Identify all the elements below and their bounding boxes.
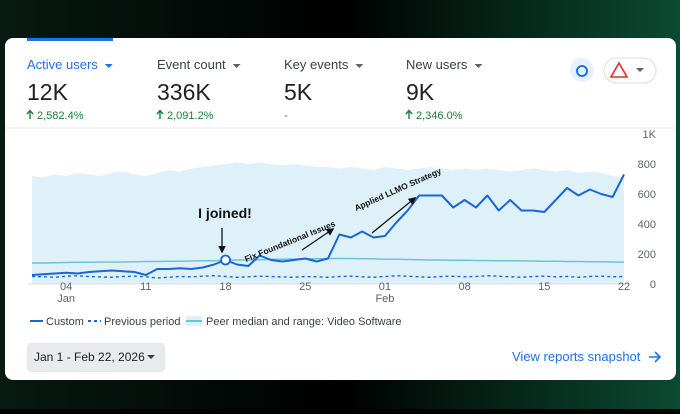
legend-label: Peer median and range: Video Software bbox=[206, 316, 401, 328]
alert-icon bbox=[609, 61, 629, 78]
link-arrow bbox=[649, 351, 662, 363]
custom-line bbox=[31, 174, 625, 276]
metric-value: 5K bbox=[284, 79, 313, 105]
metric-label[interactable]: Event count bbox=[157, 57, 226, 72]
metric-change: 2,091.2% bbox=[167, 110, 214, 122]
x-tick-label: 15 bbox=[538, 281, 550, 293]
y-tick-label: 800 bbox=[638, 159, 656, 171]
annotation: I joined! bbox=[198, 205, 252, 221]
peer-range bbox=[32, 162, 624, 284]
alert-button[interactable] bbox=[603, 57, 657, 84]
metric-change: 2,582.4% bbox=[37, 110, 84, 122]
x-month-label: Feb bbox=[375, 293, 394, 305]
metric-change: 2,346.0% bbox=[416, 110, 463, 122]
y-tick-label: 400 bbox=[638, 219, 656, 231]
metric-caret bbox=[232, 64, 241, 68]
previous-period-line bbox=[31, 275, 625, 279]
metric-value: 12K bbox=[27, 79, 69, 105]
date-range: Jan 1 - Feb 22, 2026 bbox=[34, 350, 145, 364]
x-tick-label: 11 bbox=[140, 281, 151, 293]
selected-tab-bar bbox=[27, 38, 113, 41]
date-caret bbox=[147, 355, 155, 359]
metric-label[interactable]: Active users bbox=[27, 57, 98, 72]
y-tick-label: 200 bbox=[638, 249, 656, 261]
metric-value: 9K bbox=[406, 79, 435, 105]
joined-marker bbox=[220, 254, 231, 266]
x-tick-label: 22 bbox=[618, 281, 630, 293]
reports-link[interactable]: View reports snapshot bbox=[512, 349, 641, 364]
legend-label: Previous period bbox=[104, 316, 180, 328]
date-range-button[interactable] bbox=[27, 343, 165, 372]
x-tick-label: 18 bbox=[219, 281, 231, 293]
up-arrow bbox=[405, 109, 413, 119]
insights-glyph bbox=[576, 65, 588, 77]
legend-label: Custom bbox=[46, 316, 84, 328]
insights-icon[interactable] bbox=[570, 58, 594, 82]
y-tick-label: 600 bbox=[638, 189, 656, 201]
x-month-label: Jan bbox=[57, 293, 75, 305]
annotation-arrow bbox=[371, 197, 417, 234]
x-tick-label: 04 bbox=[60, 281, 72, 293]
metric-label[interactable]: New users bbox=[406, 57, 468, 72]
x-tick-label: 08 bbox=[458, 281, 470, 293]
y-tick-label: 0 bbox=[650, 279, 656, 291]
metric-change: - bbox=[284, 110, 288, 122]
x-tick-label: 25 bbox=[299, 281, 311, 293]
metric-caret bbox=[104, 64, 113, 68]
x-tick-label: 01 bbox=[379, 281, 391, 293]
metric-caret bbox=[355, 64, 364, 68]
annotation-arrow bbox=[301, 228, 335, 251]
alert-caret bbox=[636, 68, 644, 72]
y-tick-label: 1K bbox=[643, 129, 657, 141]
up-arrow bbox=[156, 109, 164, 119]
metric-value: 336K bbox=[157, 79, 211, 105]
metric-caret bbox=[474, 64, 483, 68]
metric-label[interactable]: Key events bbox=[284, 57, 349, 72]
up-arrow bbox=[26, 109, 34, 119]
